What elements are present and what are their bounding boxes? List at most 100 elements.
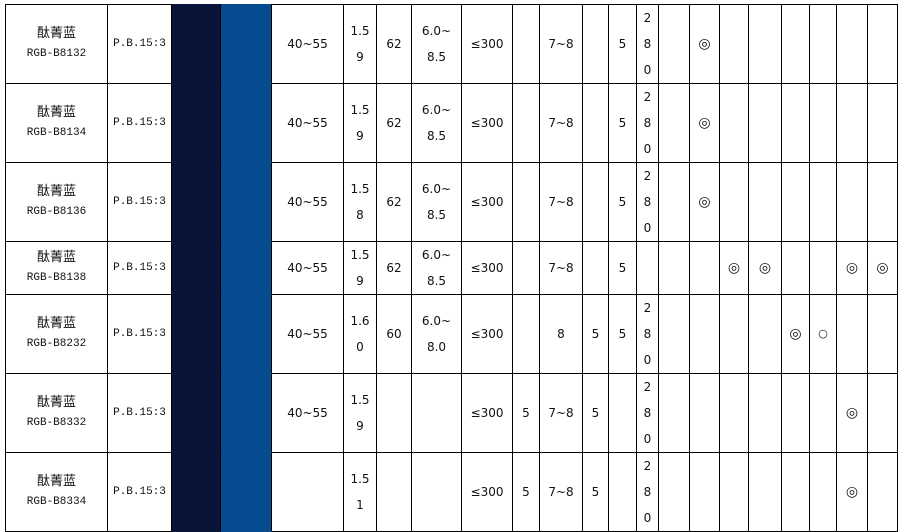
value-cell: 7~8 xyxy=(539,373,583,453)
suitability-mark xyxy=(658,162,690,242)
value-cell: 62 xyxy=(376,162,412,242)
pigment-index-cell: P.B.15:3 xyxy=(107,452,172,532)
tint-swatch xyxy=(220,162,272,242)
value-cell: 40~55 xyxy=(271,83,344,163)
suitability-mark: ◎ xyxy=(748,241,782,295)
product-code: RGB-B8138 xyxy=(26,272,87,284)
suitability-mark xyxy=(719,294,749,374)
table-row: 酞菁蓝 RGB-B8136 P.B.15:3 40~55 1.58 62 6.0~8.5 ≤3… xyxy=(5,162,898,242)
tint-swatch xyxy=(220,373,272,453)
value-cell: 7~8 xyxy=(539,4,583,84)
table-row: 酞菁蓝 RGB-B8232 P.B.15:3 40~55 1.60 60 6.0~8.0 ≤3… xyxy=(5,294,898,374)
masstone-swatch xyxy=(171,162,221,242)
value-text: 280 xyxy=(643,380,652,446)
suitability-mark xyxy=(719,162,749,242)
value-cell: 5 xyxy=(512,452,540,532)
suitability-mark xyxy=(689,294,720,374)
suitability-mark xyxy=(689,373,720,453)
value-cell: 7~8 xyxy=(539,162,583,242)
value-cell: 280 xyxy=(636,162,659,242)
value-cell: 1.60 xyxy=(343,294,377,374)
suitability-mark xyxy=(719,452,749,532)
product-name: 酞菁蓝 xyxy=(36,474,76,489)
value-cell: 5 xyxy=(582,452,609,532)
value-cell: 6.0~8.0 xyxy=(411,294,462,374)
suitability-mark: ◎ xyxy=(836,452,868,532)
masstone-swatch xyxy=(171,241,221,295)
suitability-mark xyxy=(809,4,837,84)
value-cell xyxy=(512,241,540,295)
suitability-mark xyxy=(836,4,868,84)
value-cell: ≤300 xyxy=(461,294,513,374)
suitability-mark xyxy=(748,452,782,532)
value-cell xyxy=(582,4,609,84)
value-cell: 280 xyxy=(636,373,659,453)
value-cell xyxy=(512,162,540,242)
suitability-mark xyxy=(867,373,898,453)
value-cell: 62 xyxy=(376,83,412,163)
value-cell: 5 xyxy=(512,373,540,453)
value-text: 1.59 xyxy=(350,24,370,64)
value-cell: 1.59 xyxy=(343,241,377,295)
value-text: 280 xyxy=(643,11,652,77)
value-cell xyxy=(376,452,412,532)
value-text: 1.59 xyxy=(350,393,370,433)
value-cell: 6.0~8.5 xyxy=(411,241,462,295)
suitability-mark xyxy=(781,373,810,453)
value-text: 1.59 xyxy=(350,248,370,288)
product-code: RGB-B8136 xyxy=(26,206,87,218)
masstone-swatch xyxy=(171,83,221,163)
value-cell xyxy=(512,83,540,163)
tint-swatch xyxy=(220,83,272,163)
suitability-mark: ◎ xyxy=(719,241,749,295)
suitability-mark xyxy=(781,452,810,532)
suitability-mark xyxy=(836,83,868,163)
suitability-mark: ○ xyxy=(809,294,837,374)
value-cell xyxy=(411,452,462,532)
product-code: RGB-B8232 xyxy=(26,338,87,350)
value-cell: 1.59 xyxy=(343,83,377,163)
table-row: 酞菁蓝 RGB-B8132 P.B.15:3 40~55 1.59 62 6.0~8.5 ≤3… xyxy=(5,4,898,84)
masstone-swatch xyxy=(171,373,221,453)
table-row: 酞菁蓝 RGB-B8138 P.B.15:3 40~55 1.59 62 6.0~8.5 ≤3… xyxy=(5,241,898,295)
value-cell: 40~55 xyxy=(271,294,344,374)
suitability-mark xyxy=(809,373,837,453)
value-cell: ≤300 xyxy=(461,373,513,453)
product-name-cell: 酞菁蓝 RGB-B8334 xyxy=(5,452,108,532)
value-text: 6.0~8.5 xyxy=(421,103,452,143)
suitability-mark xyxy=(781,4,810,84)
value-cell: 5 xyxy=(608,83,637,163)
value-cell: 7~8 xyxy=(539,241,583,295)
value-cell: 280 xyxy=(636,294,659,374)
suitability-mark xyxy=(836,162,868,242)
value-cell: 280 xyxy=(636,452,659,532)
tint-swatch xyxy=(220,452,272,532)
value-cell xyxy=(582,162,609,242)
suitability-mark xyxy=(867,83,898,163)
suitability-mark: ◎ xyxy=(781,294,810,374)
value-text: 280 xyxy=(643,90,652,156)
pigment-spec-table: 酞菁蓝 RGB-B8132 P.B.15:3 40~55 1.59 62 6.0~8.5 ≤3… xyxy=(5,4,898,532)
suitability-mark xyxy=(748,373,782,453)
value-cell xyxy=(582,83,609,163)
value-cell xyxy=(376,373,412,453)
product-name: 酞菁蓝 xyxy=(36,26,76,41)
value-cell: 40~55 xyxy=(271,4,344,84)
suitability-mark: ◎ xyxy=(836,373,868,453)
value-text: 1.59 xyxy=(350,103,370,143)
value-cell xyxy=(636,241,659,295)
product-code: RGB-B8332 xyxy=(26,417,87,429)
pigment-index-cell: P.B.15:3 xyxy=(107,83,172,163)
value-cell: 40~55 xyxy=(271,162,344,242)
value-cell xyxy=(271,452,344,532)
suitability-mark xyxy=(867,452,898,532)
product-code: RGB-B8134 xyxy=(26,127,87,139)
value-cell: 6.0~8.5 xyxy=(411,4,462,84)
suitability-mark xyxy=(867,294,898,374)
value-cell: 7~8 xyxy=(539,83,583,163)
product-code: RGB-B8334 xyxy=(26,496,87,508)
suitability-mark xyxy=(836,294,868,374)
suitability-mark xyxy=(748,162,782,242)
suitability-mark xyxy=(781,83,810,163)
masstone-swatch xyxy=(171,294,221,374)
